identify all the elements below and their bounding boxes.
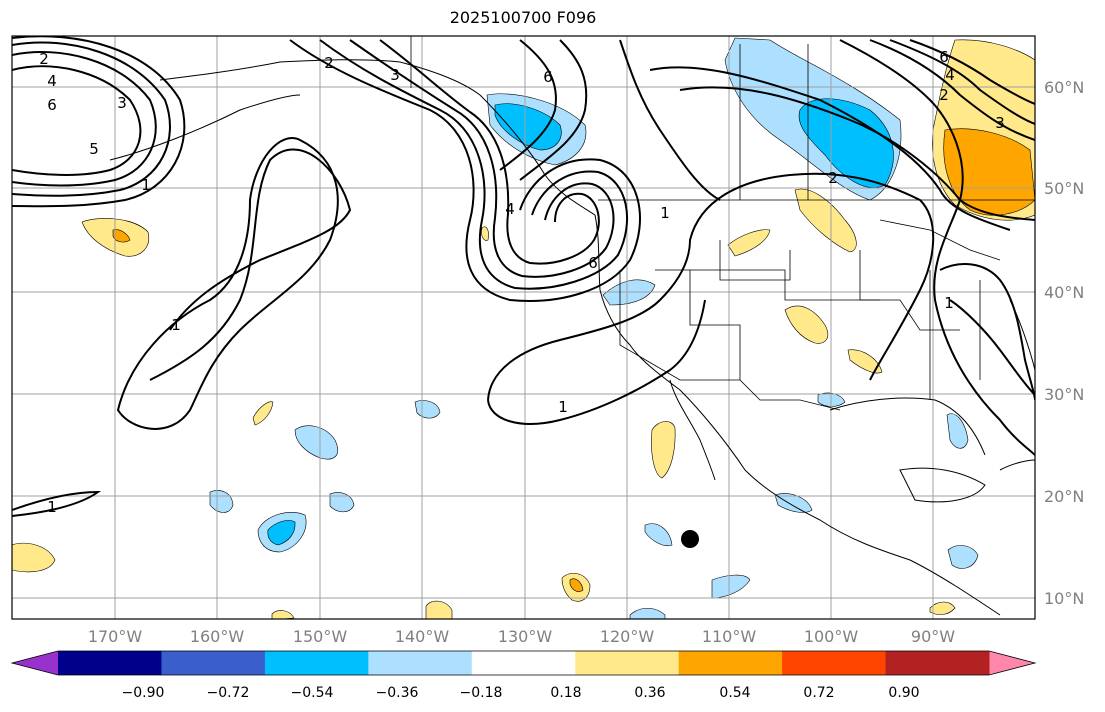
colorbar [10, 650, 1037, 676]
lat-tick-label: 50°N [1044, 179, 1084, 198]
gridlines [12, 36, 1035, 619]
lat-tick-label: 30°N [1044, 385, 1084, 404]
contour-label: 3 [117, 94, 127, 112]
lat-tick-label: 10°N [1044, 589, 1084, 608]
colorbar-tick-labels: −0.90 −0.72 −0.54 −0.36 −0.18 0.18 0.36 … [122, 685, 920, 701]
colorbar-extend-low [12, 651, 58, 675]
contour-label: 4 [505, 200, 515, 218]
fill-light-blue [946, 413, 969, 449]
colorbar-tick-label: 0.72 [803, 685, 834, 701]
fill-light-blue [329, 492, 355, 513]
political-borders [410, 36, 1035, 411]
contour-label: 1 [141, 176, 151, 194]
contour-label: 1 [558, 398, 568, 416]
colorbar-tick-label: −0.36 [376, 685, 419, 701]
colorbar-extend-high [989, 651, 1035, 675]
fill-light-yellow [727, 229, 771, 257]
contour-label: 1 [660, 204, 670, 222]
contour-label: 3 [995, 114, 1005, 132]
lon-tick-label: 150°W [293, 627, 348, 646]
colorbar-tick-label: −0.90 [122, 685, 165, 701]
map-border [11, 35, 1036, 620]
lat-tick-label: 20°N [1044, 487, 1084, 506]
fill-light-blue [629, 607, 666, 619]
fill-light-yellow [929, 601, 956, 615]
colorbar-segment [471, 651, 576, 675]
fill-light-yellow [847, 349, 883, 374]
lon-tick-label: 160°W [190, 627, 245, 646]
fill-blue [267, 520, 296, 546]
longitude-tick-labels: 170°W 160°W 150°W 140°W 130°W 120°W 110°… [88, 627, 955, 646]
fill-blue [494, 103, 562, 151]
lat-tick-label: 60°N [1044, 78, 1084, 97]
contour-label: 5 [89, 140, 99, 158]
storm-center-dot [681, 530, 699, 548]
fill-light-yellow [252, 401, 274, 426]
contour-labels: 2 4 6 3 5 1 2 3 4 6 6 1 1 1 2 2 3 4 6 1 … [39, 48, 1005, 516]
colorbar-tick-label: 0.54 [719, 685, 750, 701]
fill-light-yellow [794, 188, 857, 253]
contour-label: 2 [828, 169, 838, 187]
contour-label: 2 [39, 50, 49, 68]
map-title: 2025100700 F096 [449, 8, 597, 27]
colorbar-segment [161, 651, 266, 675]
fill-blue [798, 98, 894, 188]
latitude-tick-labels: 60°N 50°N 40°N 30°N 20°N 10°N [1044, 78, 1084, 608]
fill-light-blue [947, 545, 979, 569]
colorbar-tick-label: 0.36 [634, 685, 665, 701]
contour-label: 6 [543, 68, 553, 86]
contour-label: 1 [944, 294, 954, 312]
contour-label: 3 [390, 66, 400, 84]
fill-light-blue [294, 425, 339, 460]
colorbar-tick-label: −0.54 [291, 685, 334, 701]
colorbar-tick-label: −0.72 [207, 685, 250, 701]
colorbar-tick-label: 0.90 [888, 685, 919, 701]
colorbar-tick-label: 0.18 [550, 685, 581, 701]
fill-light-blue [644, 523, 673, 547]
fill-orange [569, 578, 584, 592]
fill-light-yellow [425, 600, 453, 619]
contour-label: 1 [171, 316, 181, 334]
contour-lines [12, 36, 1035, 517]
lon-tick-label: 90°W [911, 627, 955, 646]
colorbar-segment [368, 651, 473, 675]
lon-tick-label: 120°W [600, 627, 655, 646]
colorbar-segment [58, 651, 162, 675]
fill-light-blue [711, 574, 751, 599]
colorbar-segment [885, 651, 990, 675]
fill-light-yellow [271, 610, 295, 619]
fill-light-yellow [651, 421, 676, 479]
colorbar-segment [782, 651, 887, 675]
contour-label: 4 [47, 72, 57, 90]
fill-light-yellow [784, 305, 829, 344]
contour-label: 6 [47, 96, 57, 114]
contour-label: 6 [588, 254, 598, 272]
colorbar-tick-label: −0.18 [460, 685, 503, 701]
fill-light-yellow [12, 542, 56, 573]
lon-tick-label: 140°W [395, 627, 450, 646]
colorbar-segment [575, 651, 680, 675]
fill-light-blue [774, 493, 813, 513]
contour-label: 6 [939, 48, 949, 66]
lon-tick-label: 110°W [702, 627, 757, 646]
fill-light-blue [414, 400, 441, 419]
colorbar-segment [264, 651, 369, 675]
lon-tick-label: 100°W [804, 627, 859, 646]
lon-tick-label: 130°W [498, 627, 553, 646]
fill-light-yellow [481, 226, 489, 241]
fill-orange [943, 128, 1035, 216]
lon-tick-label: 170°W [88, 627, 143, 646]
contour-label: 2 [939, 86, 949, 104]
contour-label: 1 [47, 498, 57, 516]
contour-label: 4 [945, 66, 955, 84]
colorbar-segment [678, 651, 783, 675]
contour-label: 2 [324, 54, 334, 72]
lat-tick-label: 40°N [1044, 283, 1084, 302]
